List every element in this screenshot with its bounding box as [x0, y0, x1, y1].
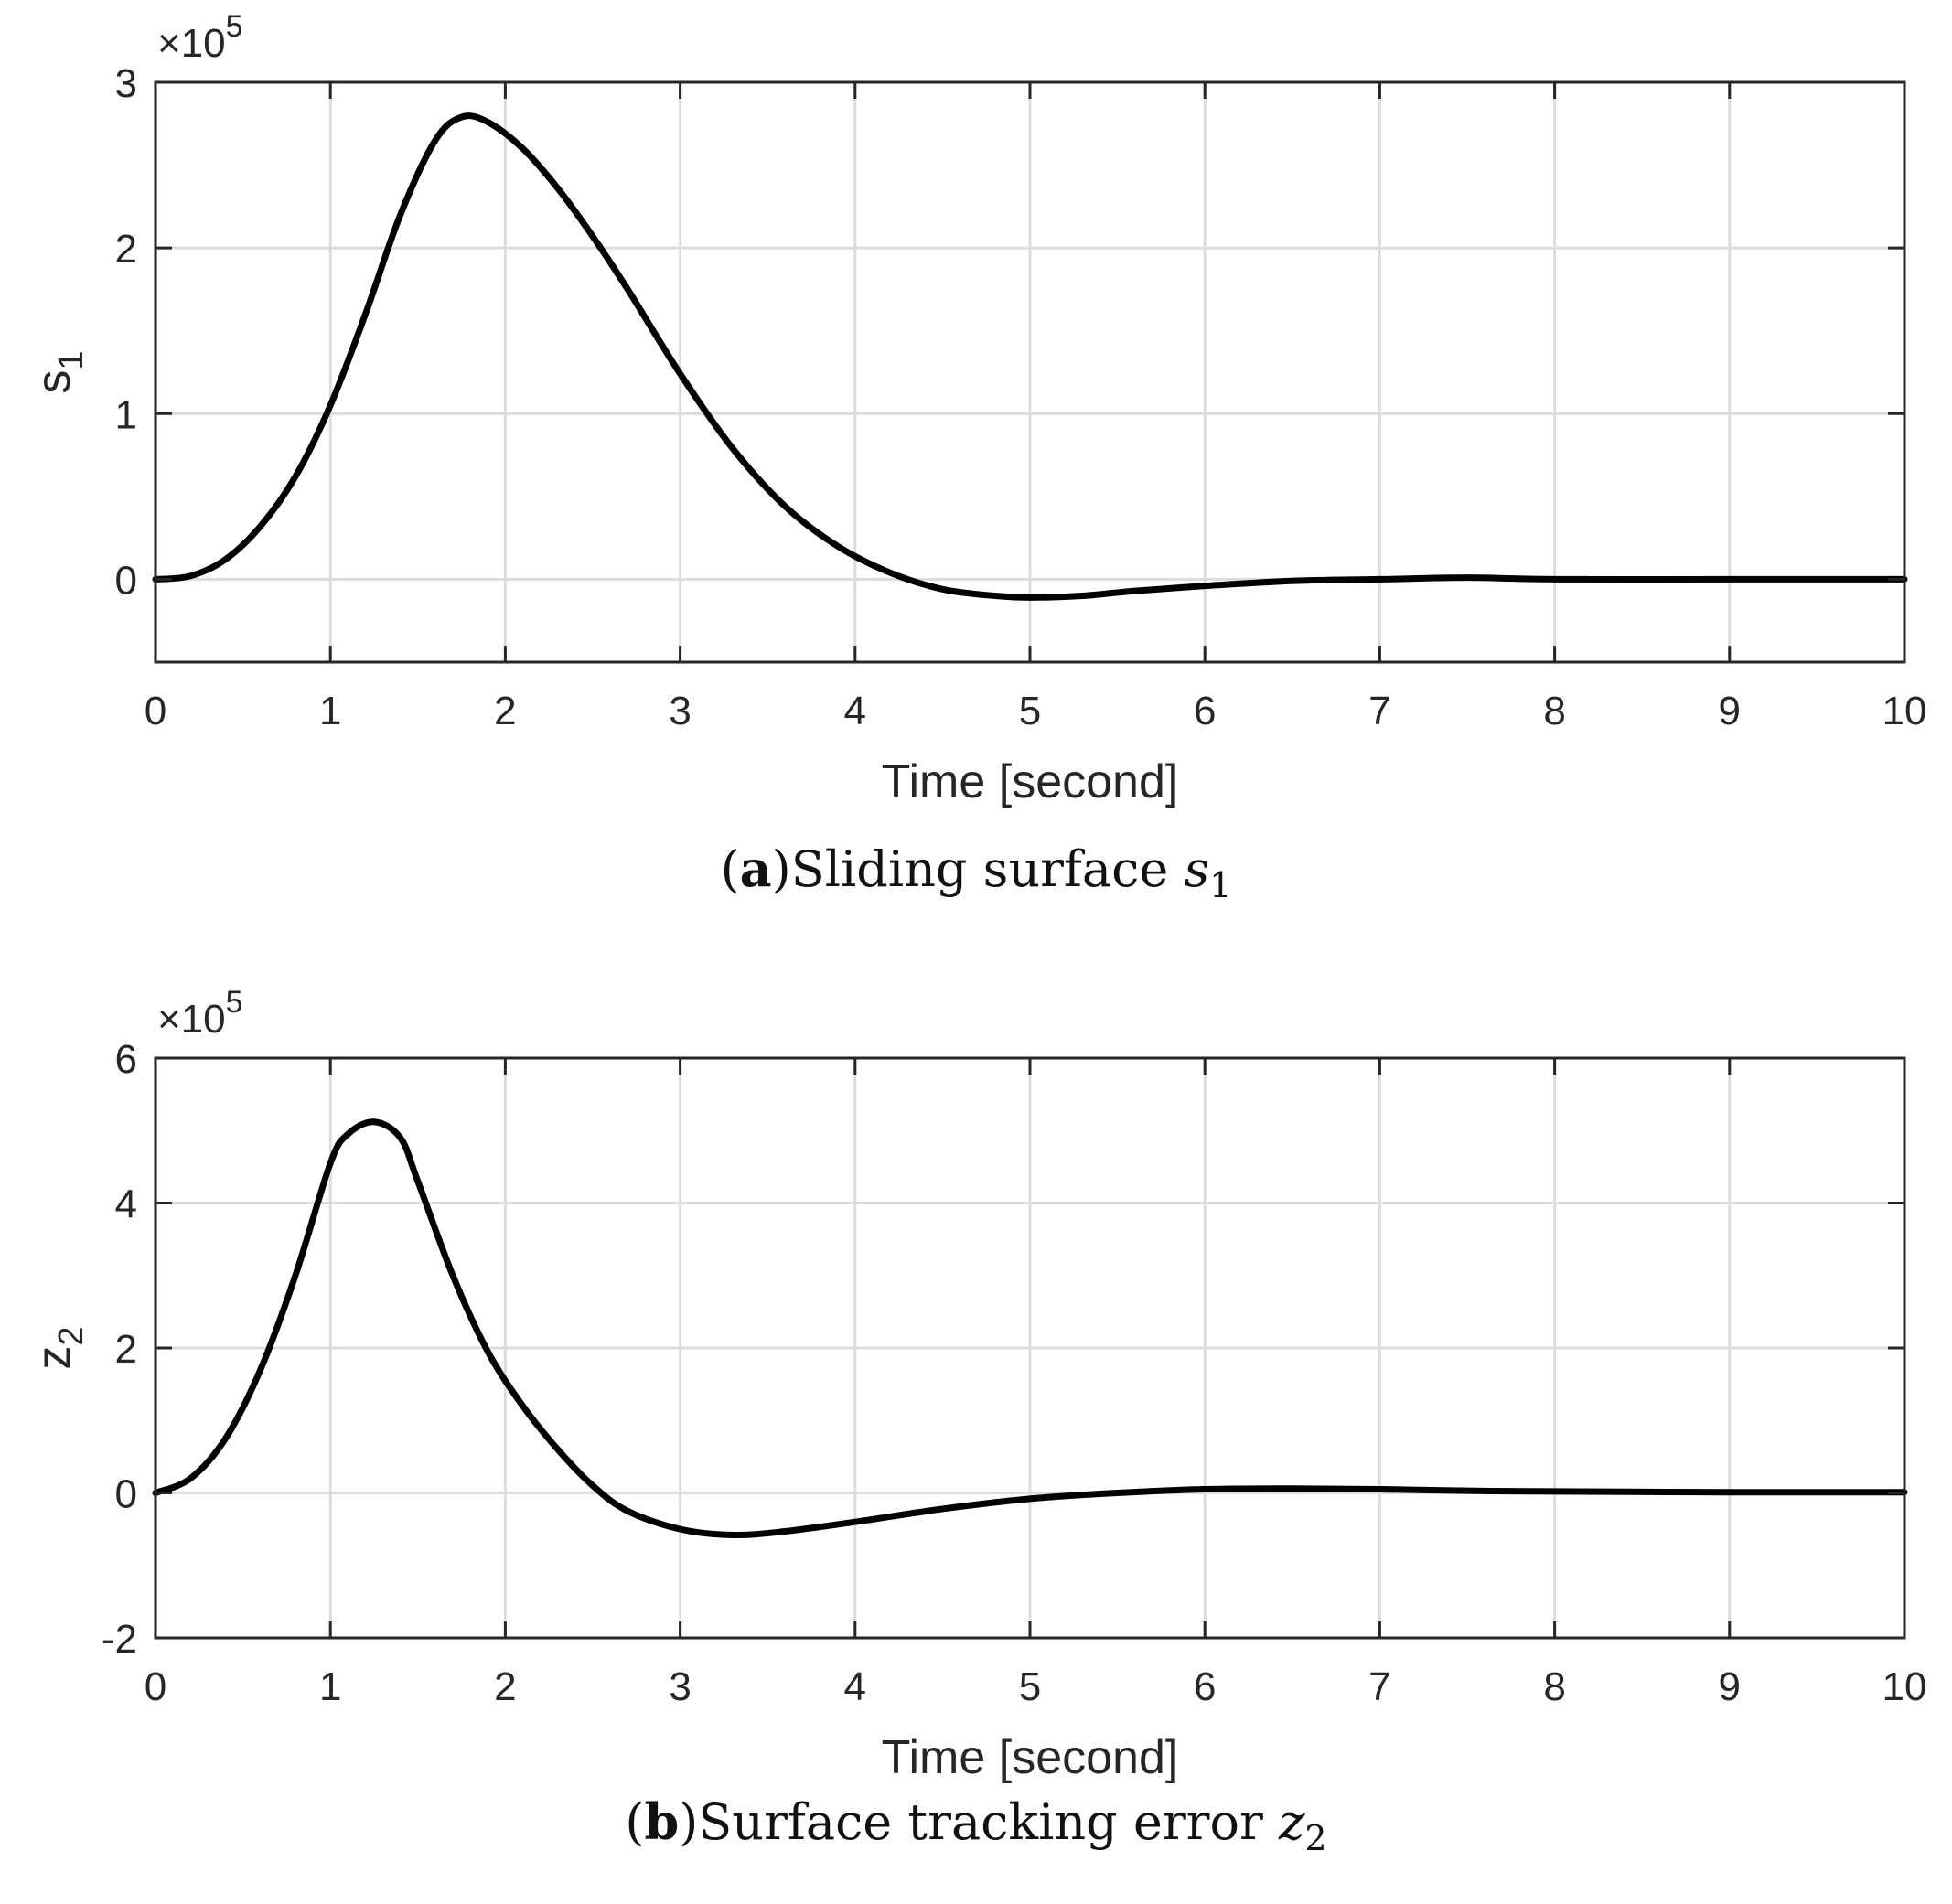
x-tick-label: 4 — [844, 689, 866, 733]
caption-a: (a)Sliding surface s1 — [720, 840, 1232, 905]
y-tick-label: 6 — [115, 1037, 137, 1082]
series-line-z2 — [152, 1118, 1908, 1539]
caption-b: (b)Surface tracking error z2 — [625, 1792, 1327, 1858]
x-tick-label: 10 — [1882, 689, 1927, 733]
y-tick-label: 0 — [115, 558, 137, 603]
y-tick-label: 3 — [115, 61, 137, 106]
y-tick-label: 2 — [115, 1327, 137, 1372]
y-tick-label: 0 — [115, 1472, 137, 1517]
x-tick-label: 5 — [1019, 1664, 1041, 1709]
caption-b-text: Surface tracking error — [698, 1793, 1263, 1851]
caption-b-sub: 2 — [1304, 1817, 1327, 1858]
y-axis-label: z2 — [27, 1326, 91, 1369]
series-line-s1 — [152, 112, 1908, 601]
caption-b-tag: b — [644, 1792, 680, 1851]
caption-a-tag: a — [739, 840, 772, 898]
y-axis-label-sub: 2 — [52, 1326, 91, 1345]
y-multiplier-label: ×105 — [157, 985, 243, 1042]
x-tick-label: 8 — [1543, 689, 1565, 733]
y-axis-label-main: z — [27, 1346, 80, 1370]
y-tick-label: 1 — [115, 392, 137, 437]
x-tick-label: 2 — [494, 689, 516, 733]
x-tick-label: 4 — [844, 1664, 866, 1709]
x-tick-label: 7 — [1368, 1664, 1390, 1709]
y-axis-label: s1 — [27, 350, 91, 393]
y-tick-label: 2 — [115, 227, 137, 272]
y-multiplier-label: ×105 — [157, 9, 243, 66]
x-tick-label: 6 — [1194, 1664, 1216, 1709]
x-tick-label: 10 — [1882, 1664, 1927, 1709]
y-multiplier-base: ×10 — [157, 997, 226, 1042]
caption-b-var: z — [1278, 1793, 1305, 1851]
x-axis-label: Time [second] — [882, 1731, 1179, 1784]
y-tick-label: -2 — [102, 1617, 137, 1662]
caption-a-sub: 1 — [1209, 864, 1232, 905]
x-tick-label: 1 — [319, 1664, 341, 1709]
x-tick-label: 6 — [1194, 689, 1216, 733]
y-axis-label-sub: 1 — [52, 350, 91, 369]
caption-a-var: s — [1184, 840, 1210, 898]
x-tick-label: 2 — [494, 1664, 516, 1709]
x-tick-label: 0 — [145, 689, 166, 733]
y-axis-label-main: s — [27, 370, 80, 394]
x-tick-label: 5 — [1019, 689, 1041, 733]
x-tick-label: 9 — [1719, 1664, 1741, 1709]
caption-a-text: Sliding surface — [790, 840, 1169, 898]
y-multiplier-exponent: 5 — [226, 985, 243, 1020]
y-tick-label: 4 — [115, 1182, 137, 1227]
x-tick-label: 3 — [669, 689, 691, 733]
x-axis-label: Time [second] — [882, 755, 1179, 808]
x-tick-label: 7 — [1368, 689, 1390, 733]
x-tick-label: 3 — [669, 1664, 691, 1709]
y-multiplier-exponent: 5 — [226, 9, 243, 44]
x-tick-label: 8 — [1543, 1664, 1565, 1709]
x-tick-label: 1 — [319, 689, 341, 733]
x-tick-label: 9 — [1719, 689, 1741, 733]
x-tick-label: 0 — [145, 1664, 166, 1709]
y-multiplier-base: ×10 — [157, 21, 226, 66]
